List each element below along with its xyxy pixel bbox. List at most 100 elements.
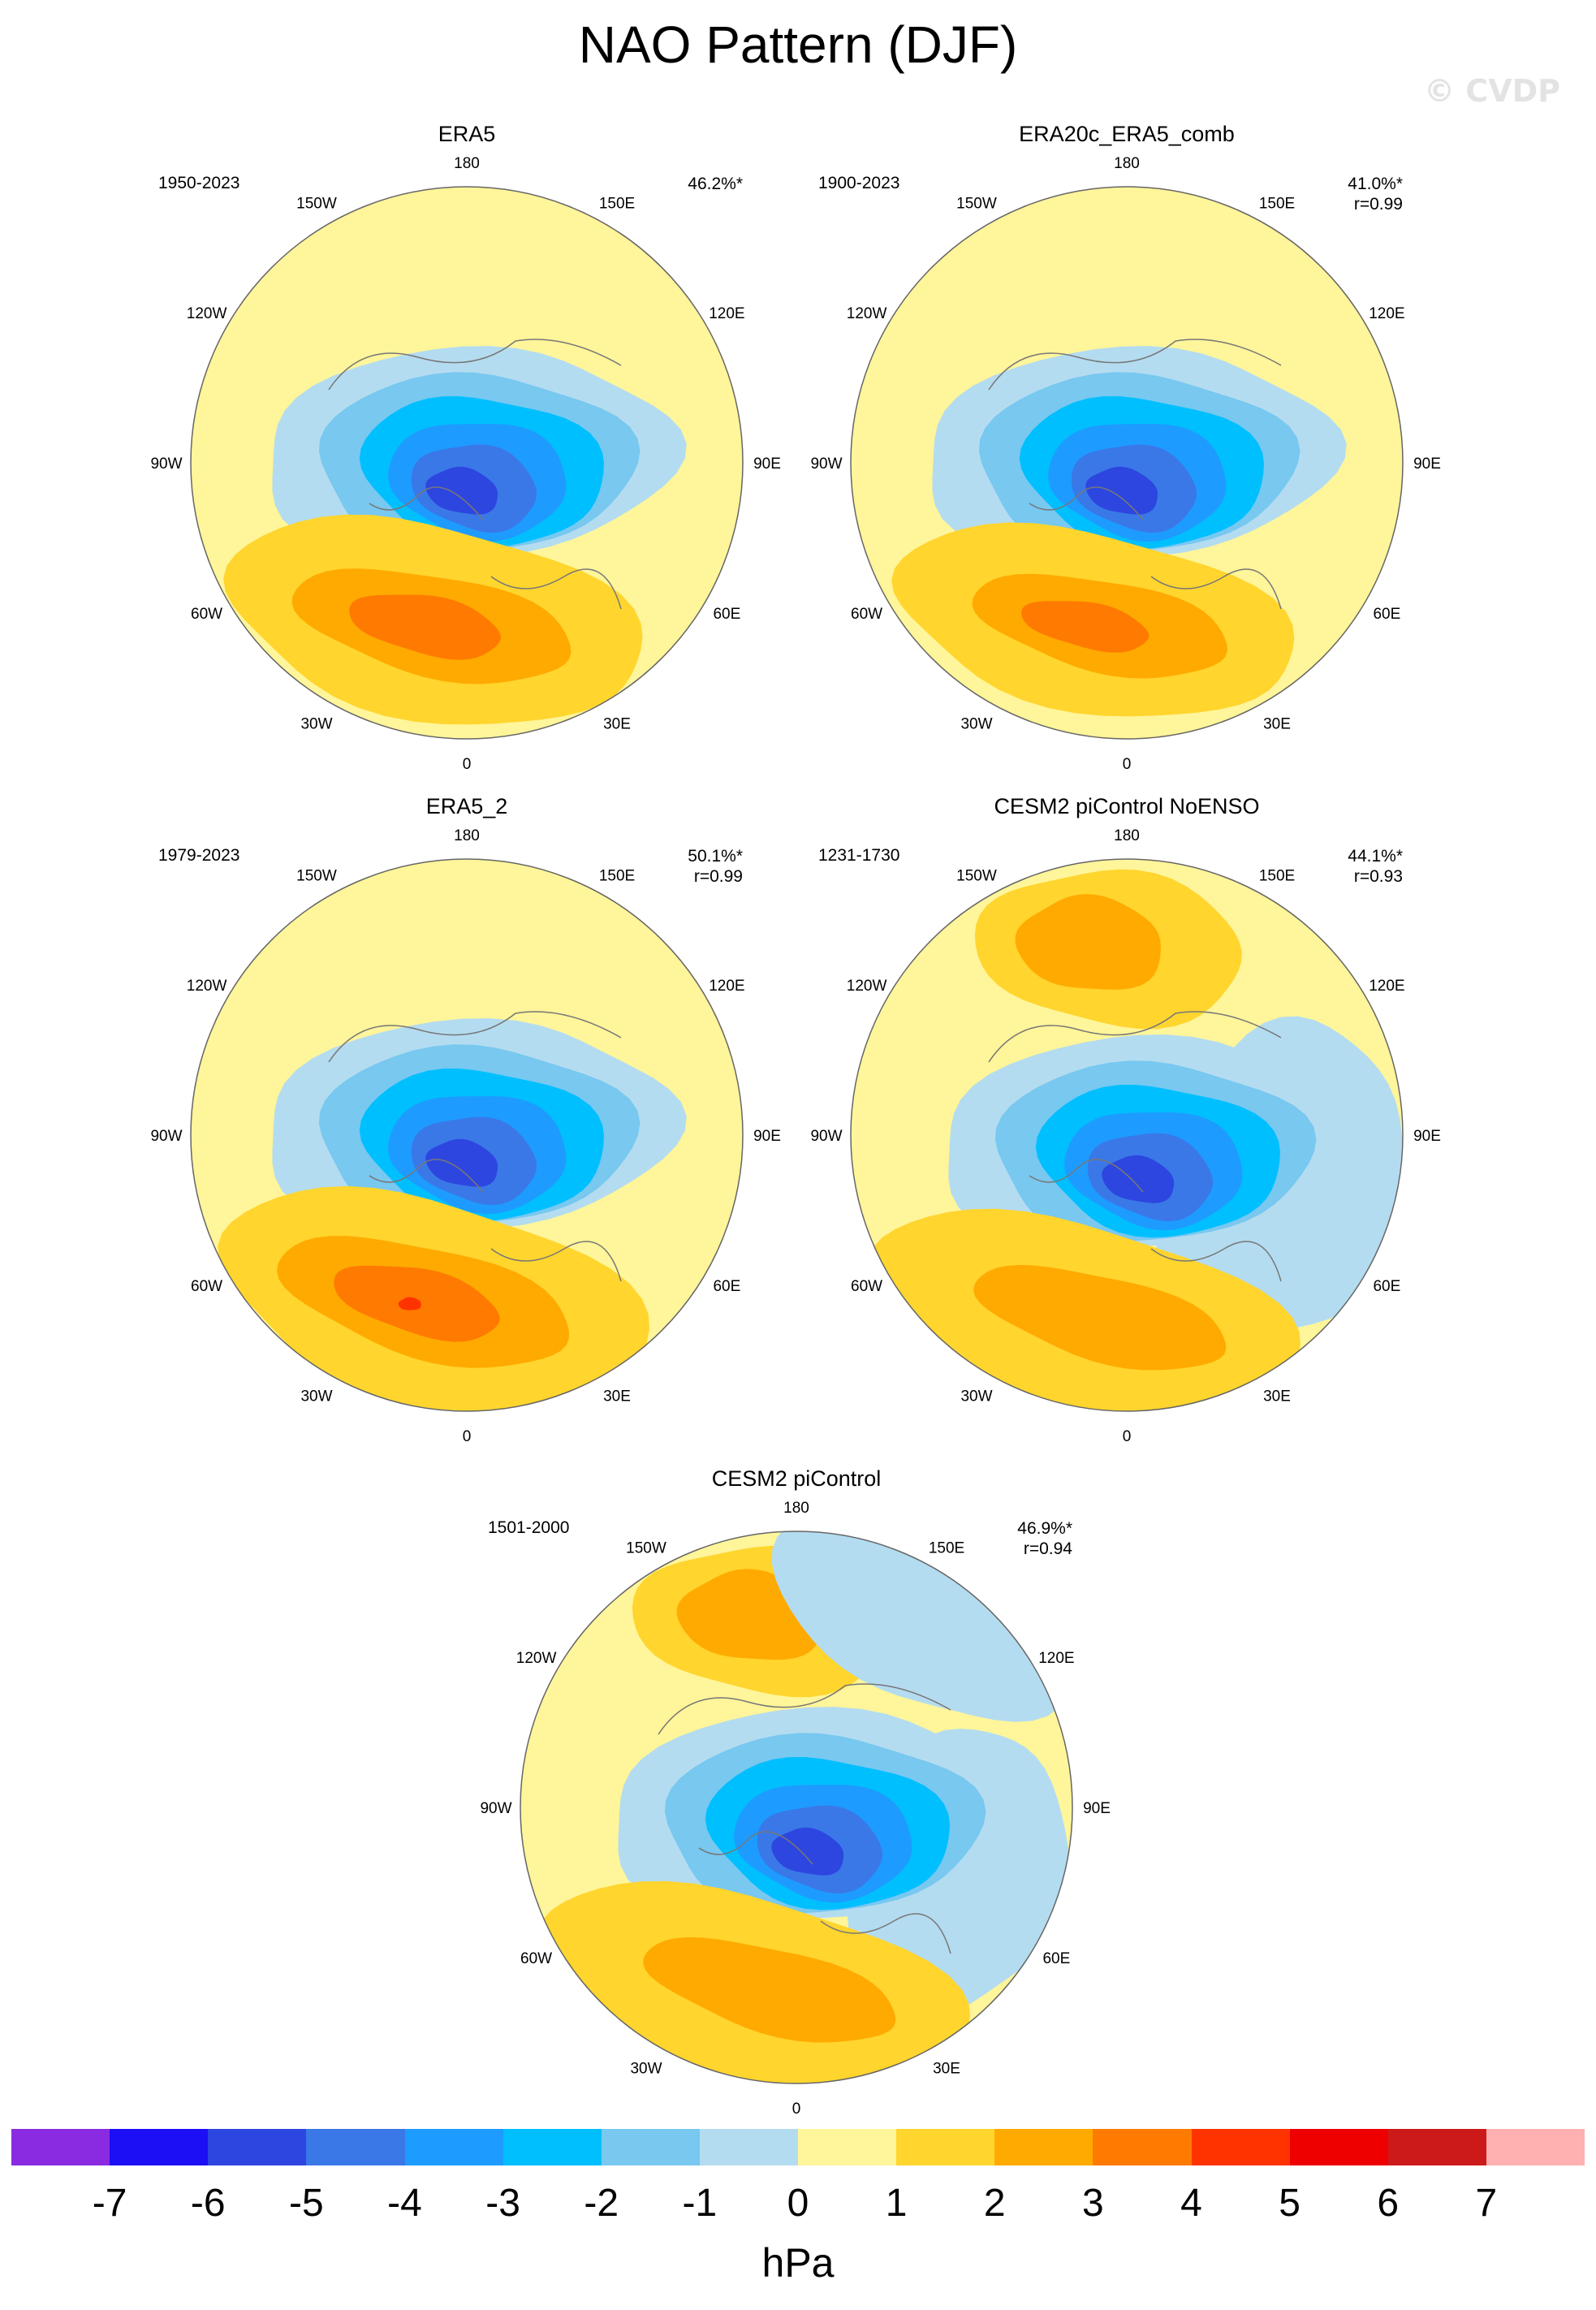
colorbar-swatch: [1093, 2129, 1192, 2165]
longitude-label: 120W: [847, 978, 887, 995]
longitude-label: 90W: [810, 456, 842, 473]
longitude-label: 0: [1123, 1428, 1132, 1445]
polar-map: 180 150E 120E 90E 60E 30E 0 30W 60W 90W 120W 150W: [150, 155, 780, 773]
colorbar-swatch: [404, 2129, 503, 2165]
colorbar-tick-label: 2: [983, 2182, 1006, 2225]
colorbar-swatch: [601, 2129, 700, 2165]
longitude-label: 120E: [709, 305, 744, 322]
high-pressure-contour: [1021, 601, 1150, 653]
panel-title: ERA5: [438, 122, 496, 146]
panel-cesm2-picontrol: 180 150E 120E 90E 60E 30E 0 30W 60W 90W 120W 150W C…: [480, 1466, 1110, 2118]
longitude-label: 60E: [1373, 606, 1400, 623]
colorbar-tick-label: 5: [1279, 2182, 1301, 2225]
pattern-correlation: r=0.99: [1353, 195, 1403, 214]
panel-period: 1900-2023: [818, 174, 900, 192]
panel-title: CESM2 piControl NoENSO: [994, 794, 1260, 818]
longitude-label: 120E: [1038, 1650, 1074, 1667]
map-boundary: [520, 1531, 1073, 2084]
longitude-label: 90E: [1413, 1128, 1441, 1145]
panel-stats: 50.1%* r=0.99: [688, 846, 743, 887]
low-pressure-contour: [771, 1827, 844, 1876]
polar-map: 180 150E 120E 90E 60E 30E 0 30W 60W 90W 120W 150W: [480, 1500, 1110, 2118]
longitude-label: 30E: [1263, 715, 1291, 732]
colorbar-tick-label: 7: [1475, 2182, 1498, 2225]
longitude-label: 60W: [851, 1278, 882, 1295]
longitude-label: 150W: [296, 868, 337, 885]
colorbar-tick-label: 1: [885, 2182, 908, 2225]
longitude-label: 60W: [851, 606, 882, 623]
polar-map: 180 150E 120E 90E 60E 30E 0 30W 60W 90W 120W 150W: [810, 827, 1440, 1445]
longitude-label: 150E: [599, 196, 635, 213]
colorbar-tick-label: 6: [1377, 2182, 1400, 2225]
colorbar-swatch: [110, 2129, 209, 2165]
panel-title: ERA5_2: [425, 794, 508, 818]
panel-period: 1950-2023: [158, 174, 240, 192]
panel-stats: 46.2%*: [688, 174, 743, 194]
pattern-correlation: r=0.99: [693, 867, 743, 886]
colorbar-swatch: [896, 2129, 995, 2165]
longitude-label: 0: [463, 756, 472, 773]
high-pressure-contour: [398, 1297, 421, 1310]
colorbar-swatch: [699, 2129, 798, 2165]
panel-era5-2: 180 150E 120E 90E 60E 30E 0 30W 60W 90W 120W 150W E…: [150, 794, 780, 1445]
longitude-label: 150E: [599, 868, 635, 885]
colorbar-tick-label: 4: [1180, 2182, 1202, 2225]
longitude-label: 60W: [191, 1278, 222, 1295]
panel-stats: 46.9%* r=0.94: [1017, 1518, 1072, 1559]
variance-explained: 50.1%*: [688, 847, 743, 866]
panel-era20c-era5-comb: 180 150E 120E 90E 60E 30E 0 30W 60W 90W 120W 150W E…: [810, 122, 1440, 773]
panel-period: 1231-1730: [818, 846, 900, 865]
low-pressure-contour: [425, 466, 498, 515]
map-boundary: [190, 186, 744, 740]
panel-period: 1979-2023: [158, 846, 240, 865]
panel-period: 1501-2000: [488, 1518, 570, 1537]
longitude-label: 150W: [626, 1540, 666, 1557]
longitude-label: 120E: [709, 978, 744, 995]
longitude-label: 30E: [933, 2060, 960, 2077]
map-boundary: [850, 186, 1404, 740]
longitude-label: 150W: [956, 196, 997, 213]
longitude-label: 120E: [1369, 305, 1404, 322]
longitude-label: 30E: [603, 1388, 631, 1405]
colorbar-tick-label: -1: [682, 2182, 718, 2225]
low-pressure-contour: [425, 1138, 498, 1187]
longitude-label: 150W: [956, 868, 997, 885]
map-boundary: [190, 858, 744, 1412]
longitude-label: 30W: [960, 1388, 992, 1405]
map-boundary: [850, 858, 1404, 1412]
longitude-label: 30W: [300, 1388, 332, 1405]
coastline: [328, 1011, 622, 1282]
colorbar-swatch: [1191, 2129, 1290, 2165]
colorbar-swatch: [11, 2129, 110, 2165]
variance-explained: 41.0%*: [1348, 175, 1403, 193]
panel-title: CESM2 piControl: [711, 1466, 882, 1491]
coastline: [988, 1011, 1282, 1282]
longitude-label: 30W: [300, 715, 332, 732]
longitude-label: 60E: [713, 1278, 740, 1295]
colorbar-swatch: [208, 2129, 307, 2165]
longitude-label: 60E: [1373, 1278, 1400, 1295]
longitude-label: 90E: [1083, 1800, 1111, 1817]
panel-stats: 44.1%* r=0.93: [1348, 846, 1403, 887]
coastline: [328, 339, 622, 610]
high-pressure-contour: [643, 1937, 896, 2043]
longitude-label: 150E: [929, 1540, 964, 1557]
longitude-label: 180: [454, 155, 480, 172]
longitude-label: 120W: [187, 305, 227, 322]
colorbar-tick-label: -6: [190, 2182, 226, 2225]
variance-explained: 46.9%*: [1017, 1519, 1072, 1538]
figure-title: NAO Pattern (DJF): [578, 15, 1018, 74]
longitude-label: 60W: [191, 606, 222, 623]
colorbar-units: hPa: [761, 2240, 835, 2286]
longitude-label: 180: [783, 1500, 809, 1517]
colorbar-tick-label: -3: [485, 2182, 520, 2225]
longitude-label: 120W: [516, 1650, 557, 1667]
longitude-label: 90W: [150, 456, 182, 473]
longitude-label: 30E: [1263, 1388, 1291, 1405]
longitude-label: 0: [463, 1428, 472, 1445]
colorbar-swatch: [503, 2129, 602, 2165]
longitude-label: 120E: [1369, 978, 1404, 995]
longitude-label: 150W: [296, 196, 337, 213]
colorbar-tick-label: -7: [92, 2182, 127, 2225]
longitude-label: 150E: [1259, 868, 1295, 885]
